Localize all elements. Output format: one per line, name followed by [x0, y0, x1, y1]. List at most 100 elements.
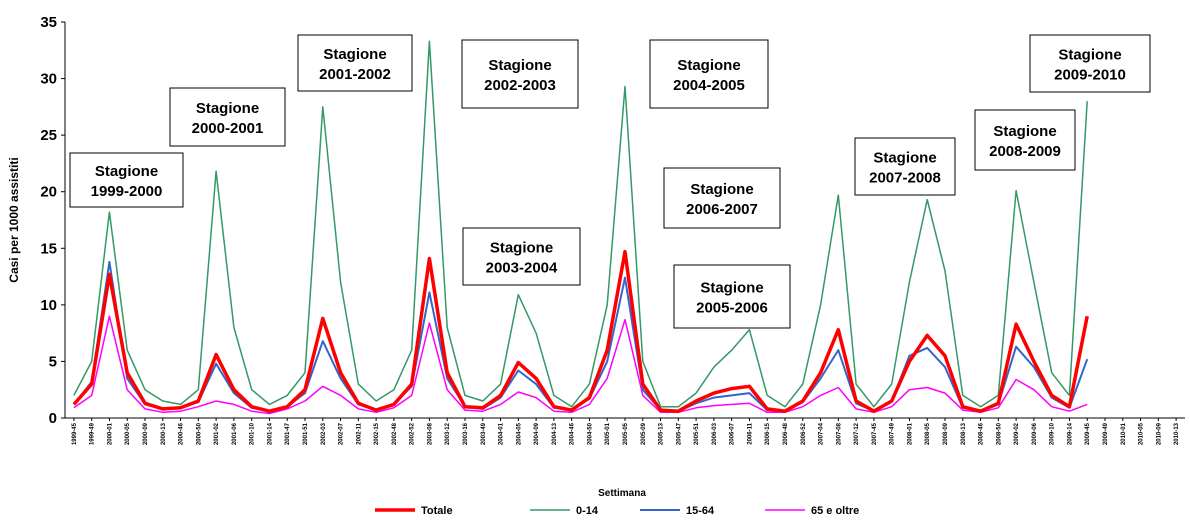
annotation-box [462, 227, 581, 286]
annotation-box [673, 264, 791, 329]
legend-label: 15-64 [686, 505, 715, 517]
x-tick-label: 2006-52 [801, 422, 807, 445]
x-tick-label: 2007-08 [836, 422, 842, 445]
x-tick-label: 1999-49 [90, 422, 96, 445]
x-tick-label: 2003-16 [463, 422, 469, 445]
annotation-text: Stagione [677, 57, 740, 74]
annotation-box [69, 152, 184, 208]
x-tick-label: 2000-05 [125, 422, 131, 445]
annotation-text: Stagione [323, 46, 386, 63]
x-tick-label: 2000-13 [161, 422, 167, 445]
y-tick-label: 20 [40, 184, 57, 201]
x-tick-label: 2004-50 [587, 422, 593, 445]
x-tick-label: 2006-07 [730, 422, 736, 445]
x-tick-label: 2002-07 [339, 422, 345, 445]
annotation-text: 2009-2010 [1054, 67, 1126, 84]
x-tick-label: 2001-47 [285, 422, 291, 445]
annotation-text: 2001-2002 [319, 66, 391, 83]
annotation-box [461, 39, 579, 109]
x-tick-label: 2009-02 [1014, 422, 1020, 445]
series-line [73, 260, 1089, 413]
x-tick-label: 2004-09 [534, 422, 540, 445]
x-tick-label: 2000-01 [107, 422, 113, 445]
x-tick-label: 2007-49 [890, 422, 896, 445]
x-tick-label: 2006-03 [712, 422, 718, 445]
x-tick-label: 2005-05 [623, 422, 629, 445]
x-axis-label: Settimana [598, 488, 646, 499]
annotation-box [169, 87, 286, 147]
x-tick-label: 2007-04 [819, 422, 825, 445]
annotation-text: 2007-2008 [869, 170, 941, 187]
series-line [73, 315, 1088, 415]
x-tick-label: 2009-14 [1067, 422, 1073, 445]
x-tick-label: 2002-48 [392, 422, 398, 445]
x-tick-label: 2006-11 [747, 422, 753, 444]
x-tick-label: 2003-12 [445, 422, 451, 445]
annotation-text: Stagione [873, 150, 936, 167]
x-tick-label: 2005-01 [605, 422, 611, 445]
legend-label: 0-14 [576, 505, 599, 517]
x-tick-label: 2010-13 [1174, 422, 1180, 445]
x-tick-label: 1999-45 [72, 422, 78, 445]
annotation-box [663, 167, 781, 229]
x-tick-label: 2004-05 [516, 422, 522, 445]
annotation-box [297, 34, 413, 92]
annotation-text: 2006-2007 [686, 201, 758, 218]
x-tick-label: 2010-09 [1156, 422, 1162, 445]
x-tick-label: 2000-46 [179, 422, 185, 445]
y-tick-label: 35 [40, 14, 57, 31]
annotation-text: Stagione [1058, 47, 1121, 64]
x-tick-label: 2009-45 [1085, 422, 1091, 445]
x-tick-label: 2002-15 [374, 422, 380, 445]
annotation-text: 2008-2009 [989, 143, 1061, 160]
x-tick-label: 2002-52 [410, 422, 416, 445]
x-tick-label: 2006-15 [765, 422, 771, 445]
x-tick-label: 2003-49 [481, 422, 487, 445]
annotation-box [1029, 34, 1151, 93]
x-tick-label: 2004-46 [570, 422, 576, 445]
x-tick-label: 2002-03 [321, 422, 327, 445]
annotation-text: 1999-2000 [91, 183, 163, 200]
x-tick-label: 2001-10 [250, 422, 256, 445]
x-tick-label: 2006-48 [783, 422, 789, 445]
x-tick-label: 2008-05 [925, 422, 931, 445]
y-tick-label: 5 [49, 353, 57, 370]
annotation-text: 2003-2004 [486, 260, 558, 277]
x-tick-label: 2008-46 [979, 422, 985, 445]
x-tick-label: 2005-13 [659, 422, 665, 445]
y-tick-label: 0 [49, 410, 57, 427]
annotation-box [854, 137, 956, 196]
legend-label: Totale [421, 505, 453, 517]
x-tick-label: 2009-06 [1032, 422, 1038, 445]
annotation-text: Stagione [95, 163, 158, 180]
x-tick-label: 2000-50 [196, 422, 202, 445]
annotation-text: Stagione [488, 57, 551, 74]
x-tick-label: 2003-08 [427, 422, 433, 445]
x-tick-label: 2001-14 [267, 422, 273, 445]
y-tick-label: 25 [40, 127, 57, 144]
x-tick-label: 2004-13 [552, 422, 558, 445]
x-tick-label: 2005-51 [694, 422, 700, 445]
y-tick-label: 15 [40, 240, 57, 257]
series-line [72, 249, 1089, 413]
x-tick-label: 2008-13 [961, 422, 967, 445]
x-tick-label: 2010-01 [1121, 422, 1127, 445]
x-tick-label: 2009-10 [1050, 422, 1056, 445]
x-tick-label: 2009-49 [1103, 422, 1109, 445]
y-tick-label: 10 [40, 297, 57, 314]
x-tick-label: 2008-50 [996, 422, 1002, 445]
annotation-text: Stagione [196, 100, 259, 117]
y-axis-label: Casi per 1000 assistiti [7, 157, 21, 282]
y-tick-label: 30 [40, 71, 57, 88]
x-tick-label: 2005-47 [676, 422, 682, 445]
annotation-text: Stagione [690, 181, 753, 198]
legend-label: 65 e oltre [811, 505, 859, 517]
annotation-text: 2004-2005 [673, 77, 745, 94]
x-tick-label: 2007-45 [872, 422, 878, 445]
x-tick-label: 2002-11 [356, 422, 362, 444]
x-tick-label: 2001-06 [232, 422, 238, 445]
x-tick-label: 2008-09 [943, 422, 949, 445]
x-tick-label: 2005-09 [641, 422, 647, 445]
x-tick-label: 2007-12 [854, 422, 860, 445]
